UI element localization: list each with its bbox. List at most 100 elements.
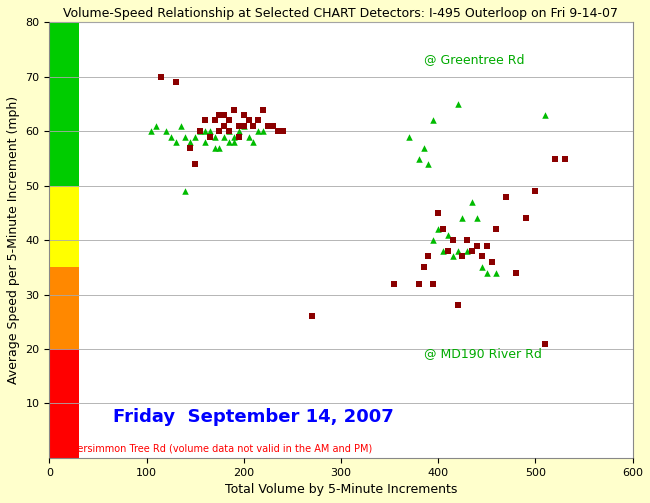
- Point: [476, 253, 487, 261]
- Point: [443, 247, 453, 255]
- Y-axis label: Average Speed per 5-Minute Increment (mph): Average Speed per 5-Minute Increment (mp…: [7, 96, 20, 384]
- Point: [219, 122, 229, 130]
- Point: [176, 122, 186, 130]
- Point: [278, 127, 288, 135]
- Point: [467, 198, 477, 206]
- Point: [224, 138, 235, 146]
- Point: [428, 236, 439, 244]
- Point: [190, 160, 200, 168]
- Point: [166, 133, 176, 141]
- Point: [224, 127, 235, 135]
- Point: [540, 340, 551, 348]
- Point: [467, 247, 477, 255]
- Point: [151, 122, 161, 130]
- Point: [214, 144, 225, 152]
- Point: [530, 187, 541, 195]
- X-axis label: Total Volume by 5-Minute Increments: Total Volume by 5-Minute Increments: [225, 483, 457, 496]
- Point: [472, 214, 482, 222]
- Point: [476, 263, 487, 271]
- Point: [272, 127, 283, 135]
- Point: [540, 111, 551, 119]
- Title: Volume-Speed Relationship at Selected CHART Detectors: I-495 Outerloop on Fri 9-: Volume-Speed Relationship at Selected CH…: [64, 7, 618, 20]
- Point: [195, 127, 205, 135]
- Point: [229, 106, 239, 114]
- Point: [452, 247, 463, 255]
- Point: [423, 253, 434, 261]
- Point: [253, 116, 263, 124]
- Point: [428, 116, 439, 124]
- Point: [433, 225, 443, 233]
- Point: [457, 253, 467, 261]
- Point: [185, 144, 196, 152]
- Point: [156, 73, 166, 81]
- Point: [253, 127, 263, 135]
- Point: [190, 133, 200, 141]
- Point: [419, 144, 429, 152]
- Point: [307, 312, 317, 320]
- Point: [413, 280, 424, 288]
- Point: [146, 127, 157, 135]
- Point: [491, 269, 502, 277]
- Point: [404, 133, 414, 141]
- Point: [214, 111, 225, 119]
- Point: [448, 253, 458, 261]
- Point: [482, 269, 492, 277]
- Point: [200, 127, 210, 135]
- Point: [443, 231, 453, 239]
- Point: [248, 138, 259, 146]
- Point: [234, 127, 244, 135]
- Point: [224, 127, 235, 135]
- Point: [243, 116, 254, 124]
- Point: [486, 258, 497, 266]
- Point: [219, 111, 229, 119]
- Point: [234, 133, 244, 141]
- Point: [195, 127, 205, 135]
- Point: [423, 160, 434, 168]
- Point: [511, 269, 521, 277]
- Point: [419, 263, 429, 271]
- Point: [550, 154, 560, 162]
- Point: [482, 241, 492, 249]
- Point: [462, 236, 473, 244]
- Point: [209, 133, 220, 141]
- Text: @ MD190 River Rd: @ MD190 River Rd: [424, 347, 541, 360]
- Point: [389, 280, 400, 288]
- Point: [239, 122, 249, 130]
- Point: [263, 122, 273, 130]
- Point: [200, 138, 210, 146]
- Point: [521, 214, 531, 222]
- Point: [452, 301, 463, 309]
- Point: [559, 154, 569, 162]
- Point: [180, 187, 190, 195]
- Point: [229, 138, 239, 146]
- Point: [433, 209, 443, 217]
- Point: [209, 144, 220, 152]
- Point: [161, 127, 171, 135]
- Point: [170, 78, 181, 87]
- Point: [224, 116, 235, 124]
- Text: @ Persimmon Tree Rd (volume data not valid in the AM and PM): @ Persimmon Tree Rd (volume data not val…: [59, 443, 372, 453]
- Point: [472, 241, 482, 249]
- Point: [243, 133, 254, 141]
- Point: [448, 236, 458, 244]
- Point: [501, 193, 512, 201]
- Point: [180, 133, 190, 141]
- Point: [219, 133, 229, 141]
- Point: [185, 138, 196, 146]
- Point: [239, 122, 249, 130]
- Point: [268, 122, 278, 130]
- Point: [428, 280, 439, 288]
- Point: [200, 116, 210, 124]
- Point: [258, 127, 268, 135]
- Point: [234, 122, 244, 130]
- Point: [462, 247, 473, 255]
- Point: [214, 127, 225, 135]
- Point: [413, 154, 424, 162]
- Point: [170, 138, 181, 146]
- Point: [248, 122, 259, 130]
- Point: [491, 225, 502, 233]
- Point: [457, 214, 467, 222]
- Point: [438, 225, 448, 233]
- Point: [258, 106, 268, 114]
- Point: [209, 116, 220, 124]
